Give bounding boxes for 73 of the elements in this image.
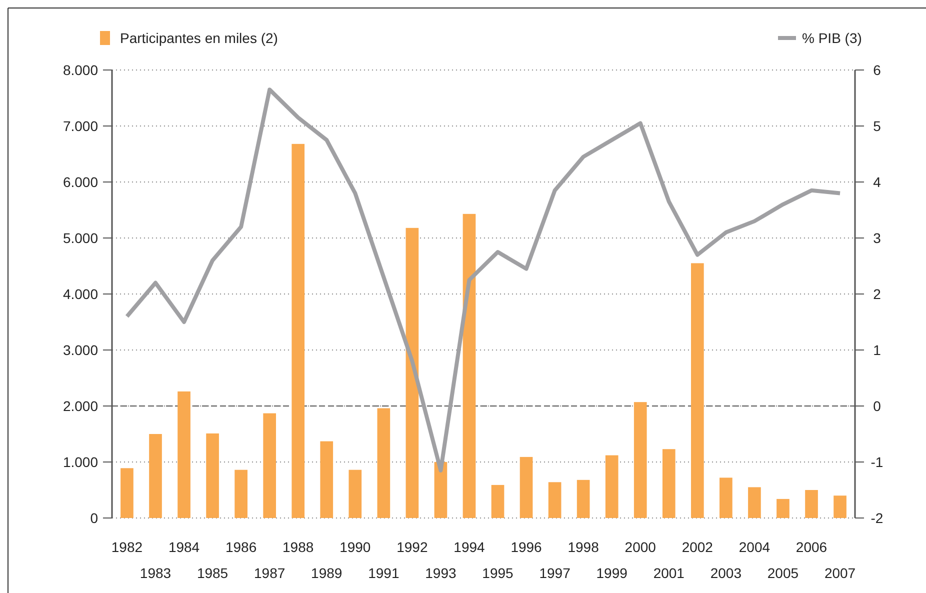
line-series <box>124 88 842 472</box>
x-tick-label: 1988 <box>282 539 314 555</box>
x-tick-label: 1998 <box>568 539 600 555</box>
bar <box>605 455 618 518</box>
y2-tick-label: 0 <box>873 398 882 414</box>
bar <box>548 482 562 518</box>
y-tick-label: 6.000 <box>62 174 98 190</box>
y-tick-label: 8.000 <box>62 62 98 78</box>
bar <box>520 456 533 518</box>
bar <box>120 468 134 518</box>
y-tick-label: 2.000 <box>62 398 98 414</box>
x-tick-label: 1989 <box>311 565 342 581</box>
bar <box>263 413 276 518</box>
y-tick-label: 5.000 <box>62 230 98 246</box>
bar <box>491 484 504 518</box>
y2-tick-label: 2 <box>873 286 882 302</box>
x-tick-label: 1996 <box>510 539 542 555</box>
bar <box>720 478 732 518</box>
x-tick-label: 1992 <box>396 539 428 555</box>
bar <box>320 441 334 518</box>
x-tick-label: 1982 <box>111 539 143 555</box>
bar <box>748 487 761 518</box>
bar <box>834 496 846 518</box>
y2-tick-label: -1 <box>870 454 884 470</box>
x-tick-label: 2001 <box>653 565 685 581</box>
legend-label: Participantes en miles (2) <box>120 30 278 46</box>
bar <box>434 462 448 518</box>
bar <box>178 391 190 518</box>
x-tick-label: 1991 <box>368 565 400 581</box>
bar <box>776 498 790 518</box>
y2-tick-label: -2 <box>870 510 884 526</box>
x-tick-label: 2000 <box>624 539 656 555</box>
bar <box>634 402 647 518</box>
x-tick-label: 2007 <box>824 565 856 581</box>
x-tick-label: 1985 <box>196 565 228 581</box>
x-tick-label: 1990 <box>340 539 371 555</box>
x-tick-label: 2004 <box>738 539 770 555</box>
x-tick-label: 1997 <box>539 565 571 581</box>
y-tick-label: 7.000 <box>62 118 98 134</box>
x-tick-label: 2002 <box>682 539 714 555</box>
bar <box>206 433 219 518</box>
y2-tick-label: 6 <box>873 62 882 78</box>
bar <box>149 434 162 518</box>
x-tick-label: 2005 <box>767 565 799 581</box>
y-tick-label: 4.000 <box>62 286 98 302</box>
x-tick-label: 1987 <box>254 565 286 581</box>
y2-tick-label: 5 <box>873 118 882 134</box>
y-tick-label: 3.000 <box>62 342 98 358</box>
bar <box>805 490 818 518</box>
x-tick-label: 1983 <box>140 565 172 581</box>
y2-tick-label: 1 <box>873 342 882 358</box>
bar <box>576 480 590 518</box>
x-tick-label: 2003 <box>710 565 742 581</box>
x-tick-label: 1984 <box>168 539 200 555</box>
bar <box>234 470 248 518</box>
y-tick-label: 0 <box>90 510 98 526</box>
bar <box>691 263 704 518</box>
bar <box>348 470 362 518</box>
bar <box>406 228 419 518</box>
y2-tick-label: 4 <box>873 174 882 190</box>
y2-tick-label: 3 <box>873 230 882 246</box>
x-tick-label: 1994 <box>454 539 486 555</box>
bar <box>377 408 390 518</box>
x-tick-label: 1995 <box>482 565 514 581</box>
legend-label: % PIB (3) <box>802 30 862 46</box>
x-tick-label: 1986 <box>225 539 257 555</box>
bar <box>662 449 676 518</box>
y-tick-label: 1.000 <box>62 454 98 470</box>
bar <box>462 214 476 518</box>
bar <box>292 144 305 518</box>
x-tick-label: 1993 <box>425 565 456 581</box>
x-tick-label: 1999 <box>596 565 628 581</box>
x-tick-label: 2006 <box>796 539 828 555</box>
